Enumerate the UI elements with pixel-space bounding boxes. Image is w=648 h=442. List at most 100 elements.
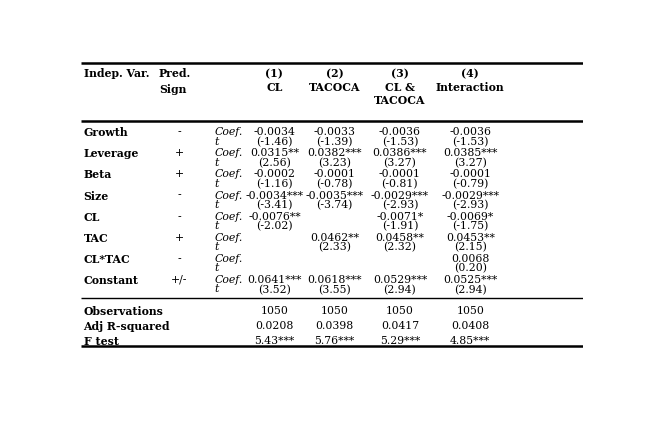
Text: (-1.53): (-1.53) (452, 137, 489, 147)
Text: (3.55): (3.55) (318, 285, 351, 295)
Text: -0.0034: -0.0034 (253, 127, 295, 137)
Text: (-2.93): (-2.93) (382, 200, 418, 210)
Text: 0.0641***: 0.0641*** (247, 275, 301, 285)
Text: 0.0453**: 0.0453** (446, 233, 494, 243)
Text: Coef.: Coef. (214, 191, 242, 201)
Text: 0.0529***: 0.0529*** (373, 275, 427, 285)
Text: Size: Size (84, 191, 109, 202)
Text: (-1.46): (-1.46) (256, 137, 293, 147)
Text: t: t (214, 242, 218, 252)
Text: (2.15): (2.15) (454, 242, 487, 252)
Text: Coef.: Coef. (214, 169, 242, 179)
Text: TACOCA: TACOCA (309, 82, 360, 93)
Text: 0.0458**: 0.0458** (375, 233, 424, 243)
Text: Beta: Beta (84, 169, 111, 180)
Text: -0.0002: -0.0002 (253, 169, 295, 179)
Text: (-0.79): (-0.79) (452, 179, 489, 189)
Text: Leverage: Leverage (84, 149, 139, 159)
Text: (-3.74): (-3.74) (316, 200, 353, 210)
Text: Coef.: Coef. (214, 149, 242, 158)
Text: 1050: 1050 (321, 305, 349, 316)
Text: (-1.16): (-1.16) (256, 179, 293, 189)
Text: 5.29***: 5.29*** (380, 335, 420, 346)
Text: 0.0208: 0.0208 (255, 320, 294, 331)
Text: -0.0035***: -0.0035*** (306, 191, 364, 201)
Text: t: t (214, 158, 218, 168)
Text: +/-: +/- (170, 275, 187, 285)
Text: (3.23): (3.23) (318, 158, 351, 168)
Text: 0.0525***: 0.0525*** (443, 275, 497, 285)
Text: Coef.: Coef. (214, 254, 242, 264)
Text: Observations: Observations (84, 305, 163, 316)
Text: (2): (2) (326, 69, 343, 80)
Text: t: t (214, 285, 218, 294)
Text: -0.0034***: -0.0034*** (246, 191, 303, 201)
Text: (-1.91): (-1.91) (382, 221, 418, 232)
Text: -: - (177, 127, 181, 137)
Text: 1050: 1050 (386, 305, 414, 316)
Text: (3.52): (3.52) (258, 285, 291, 295)
Text: t: t (214, 179, 218, 189)
Text: 0.0462**: 0.0462** (310, 233, 359, 243)
Text: CL: CL (266, 82, 283, 93)
Text: +: + (174, 149, 183, 158)
Text: F test: F test (84, 335, 119, 347)
Text: 0.0385***: 0.0385*** (443, 149, 498, 158)
Text: (-0.81): (-0.81) (382, 179, 418, 189)
Text: Coef.: Coef. (214, 275, 242, 285)
Text: Coef.: Coef. (214, 233, 242, 243)
Text: (2.94): (2.94) (454, 285, 487, 295)
Text: t: t (214, 200, 218, 210)
Text: 0.0417: 0.0417 (381, 320, 419, 331)
Text: (3.27): (3.27) (454, 158, 487, 168)
Text: 0.0386***: 0.0386*** (373, 149, 427, 158)
Text: (0.20): (0.20) (454, 263, 487, 274)
Text: CL &: CL & (385, 82, 415, 93)
Text: +: + (174, 169, 183, 179)
Text: (-1.53): (-1.53) (382, 137, 418, 147)
Text: -0.0001: -0.0001 (314, 169, 356, 179)
Text: -0.0001: -0.0001 (449, 169, 491, 179)
Text: (-3.41): (-3.41) (256, 200, 293, 210)
Text: 0.0398: 0.0398 (316, 320, 354, 331)
Text: 0.0068: 0.0068 (451, 254, 489, 264)
Text: -0.0071*: -0.0071* (376, 212, 424, 221)
Text: -0.0029***: -0.0029*** (441, 191, 499, 201)
Text: 0.0382***: 0.0382*** (307, 149, 362, 158)
Text: 1050: 1050 (456, 305, 484, 316)
Text: 0.0408: 0.0408 (451, 320, 489, 331)
Text: -0.0036: -0.0036 (449, 127, 491, 137)
Text: Sign: Sign (159, 84, 186, 95)
Text: (-2.93): (-2.93) (452, 200, 489, 210)
Text: Coef.: Coef. (214, 127, 242, 137)
Text: -0.0001: -0.0001 (379, 169, 421, 179)
Text: (3): (3) (391, 69, 409, 80)
Text: TACOCA: TACOCA (374, 95, 426, 106)
Text: Pred.: Pred. (159, 69, 191, 80)
Text: (2.32): (2.32) (384, 242, 417, 252)
Text: TAC: TAC (84, 233, 108, 244)
Text: (-1.75): (-1.75) (452, 221, 489, 232)
Text: 0.0315**: 0.0315** (250, 149, 299, 158)
Text: Interaction: Interaction (436, 82, 505, 93)
Text: Constant: Constant (84, 275, 139, 286)
Text: -0.0033: -0.0033 (314, 127, 356, 137)
Text: -0.0036: -0.0036 (379, 127, 421, 137)
Text: -0.0029***: -0.0029*** (371, 191, 429, 201)
Text: 4.85***: 4.85*** (450, 335, 491, 346)
Text: (2.94): (2.94) (384, 285, 416, 295)
Text: Adj R-squared: Adj R-squared (84, 320, 170, 332)
Text: Coef.: Coef. (214, 212, 242, 221)
Text: (2.33): (2.33) (318, 242, 351, 252)
Text: -: - (177, 254, 181, 264)
Text: (2.56): (2.56) (258, 158, 291, 168)
Text: (4): (4) (461, 69, 479, 80)
Text: -: - (177, 212, 181, 221)
Text: +: + (174, 233, 183, 243)
Text: -0.0076**: -0.0076** (248, 212, 301, 221)
Text: 5.76***: 5.76*** (314, 335, 354, 346)
Text: t: t (214, 221, 218, 231)
Text: CL*TAC: CL*TAC (84, 254, 130, 265)
Text: -: - (177, 191, 181, 201)
Text: 5.43***: 5.43*** (254, 335, 294, 346)
